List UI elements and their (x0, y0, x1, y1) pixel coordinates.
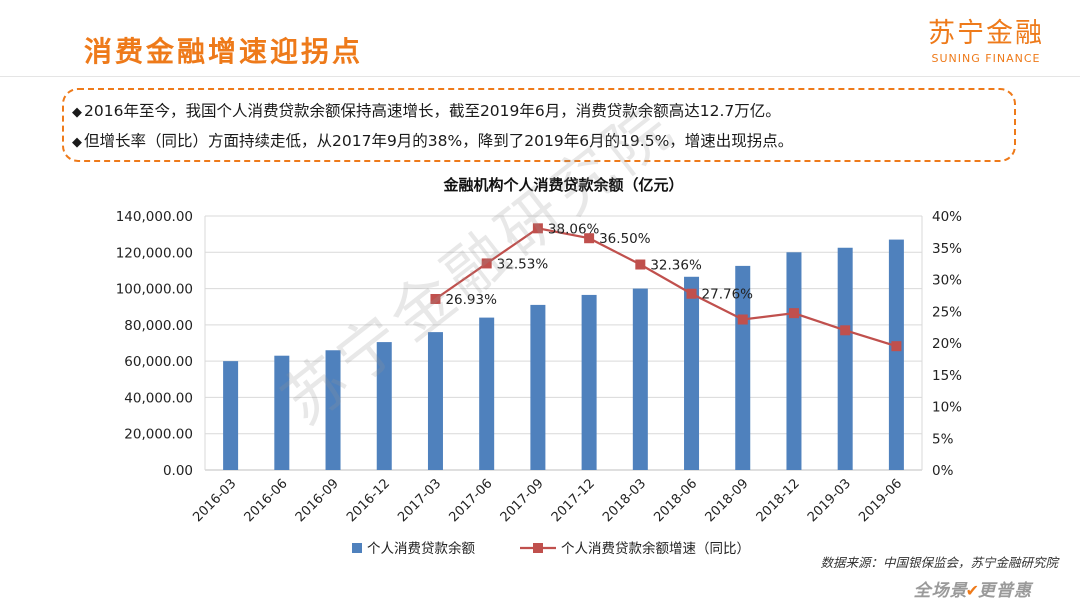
growth-point (840, 325, 851, 336)
chart-title: 金融机构个人消费贷款余额（亿元） (442, 176, 683, 194)
y-right-tick-label: 15% (932, 368, 962, 384)
x-tick-label: 2018-06 (651, 476, 700, 525)
x-tick-label: 2017-12 (549, 476, 598, 525)
y-left-tick-label: 120,000.00 (116, 245, 193, 261)
x-tick-label: 2019-06 (856, 476, 905, 525)
data-label: 36.50% (599, 231, 651, 247)
growth-point (532, 223, 543, 234)
bar (581, 294, 597, 470)
x-tick-label: 2016-06 (242, 476, 291, 525)
y-right-tick-label: 40% (932, 209, 962, 225)
y-left-tick-label: 40,000.00 (124, 390, 193, 406)
data-label: 27.76% (702, 287, 754, 303)
bar (888, 239, 904, 470)
x-tick-label: 2016-03 (190, 476, 239, 525)
bar (786, 252, 802, 470)
diamond-bullet-icon: ◆ (72, 135, 82, 150)
y-left-tick-label: 100,000.00 (116, 282, 193, 298)
x-tick-label: 2016-12 (344, 476, 393, 525)
diamond-bullet-icon: ◆ (72, 105, 82, 120)
growth-point (891, 341, 902, 352)
legend-line-marker (533, 543, 543, 553)
growth-point (584, 233, 595, 244)
brand-logo: 苏宁金融 SUNING FINANCE (928, 18, 1044, 65)
data-source: 数据来源：中国银保监会，苏宁金融研究院 (820, 555, 1058, 570)
y-right-tick-label: 35% (932, 241, 962, 257)
data-label: 32.36% (650, 258, 702, 274)
growth-point (788, 308, 799, 319)
header-divider (0, 76, 1080, 77)
bar (632, 288, 648, 470)
consumer-loan-chart: 金融机构个人消费贷款余额（亿元） 0.00 20,000.00 40,000.00 60… (0, 168, 1080, 588)
footer-slogan-part: 全场景 (913, 581, 968, 601)
y-right-tick-label: 5% (932, 431, 954, 447)
x-tick-label: 2018-03 (600, 476, 649, 525)
footer-slogan: 全场景✔更普惠 (914, 576, 1032, 601)
bar (837, 247, 853, 470)
bar (427, 332, 443, 470)
growth-line (434, 227, 897, 348)
y-left-tick-label: 20,000.00 (124, 427, 193, 443)
y-right-tick-label: 25% (932, 304, 962, 320)
growth-point (635, 259, 646, 270)
y-right-tick-label: 0% (932, 463, 954, 479)
summary-box: ◆ 2016年至今，我国个人消费贷款余额保持高速增长，截至2019年6月，消费贷款… (62, 88, 1016, 162)
x-tick-label: 2017-09 (498, 476, 547, 525)
growth-point (737, 314, 748, 325)
y-left-tick-label: 60,000.00 (124, 354, 193, 370)
chart-svg: 金融机构个人消费贷款余额（亿元） 0.00 20,000.00 40,000.00 60… (116, 176, 962, 557)
y-left-tick-label: 0.00 (163, 463, 193, 479)
y-right-tick-label: 20% (932, 336, 962, 352)
bar (530, 304, 546, 470)
legend-bar-swatch (352, 543, 362, 553)
growth-point (430, 293, 441, 304)
summary-note-text: 但增长率（同比）方面持续走低，从2017年9月的38%，降到了2019年6月的1… (84, 132, 794, 150)
y-right-tick-label: 10% (932, 400, 962, 416)
bar (376, 342, 392, 470)
data-label: 32.53% (497, 256, 549, 272)
y-left-tick-label: 140,000.00 (116, 209, 193, 225)
brand-name-cn: 苏宁金融 (928, 18, 1044, 49)
bar (274, 355, 290, 470)
summary-note: ◆ 2016年至今，我国个人消费贷款余额保持高速增长，截至2019年6月，消费贷款… (72, 96, 1014, 126)
brand-name-en: SUNING FINANCE (931, 52, 1041, 65)
x-tick-label: 2018-12 (754, 476, 803, 525)
summary-note: ◆ 但增长率（同比）方面持续走低，从2017年9月的38%，降到了2019年6月的… (72, 126, 1014, 156)
y-left-tick-label: 80,000.00 (124, 318, 193, 334)
check-icon: ✔ (965, 581, 980, 600)
growth-point (481, 258, 492, 269)
x-tick-label: 2017-06 (446, 476, 495, 525)
page-title: 消费金融增速迎拐点 (84, 35, 364, 68)
bar (479, 317, 495, 470)
x-tick-label: 2017-03 (395, 476, 444, 525)
footer-slogan-part: 更普惠 (978, 581, 1032, 601)
summary-note-text: 2016年至今，我国个人消费贷款余额保持高速增长，截至2019年6月，消费贷款余… (84, 102, 781, 120)
x-tick-label: 2016-09 (293, 476, 342, 525)
data-label: 26.93% (445, 292, 497, 308)
x-tick-label: 2019-03 (805, 476, 854, 525)
legend-label: 个人消费贷款余额增速（同比） (561, 540, 750, 557)
bar (223, 361, 239, 470)
bar (325, 350, 341, 470)
x-tick-label: 2018-09 (703, 476, 752, 525)
bar (684, 276, 700, 470)
legend-label: 个人消费贷款余额 (367, 540, 475, 557)
y-right-tick-label: 30% (932, 273, 962, 289)
growth-point (686, 288, 697, 299)
